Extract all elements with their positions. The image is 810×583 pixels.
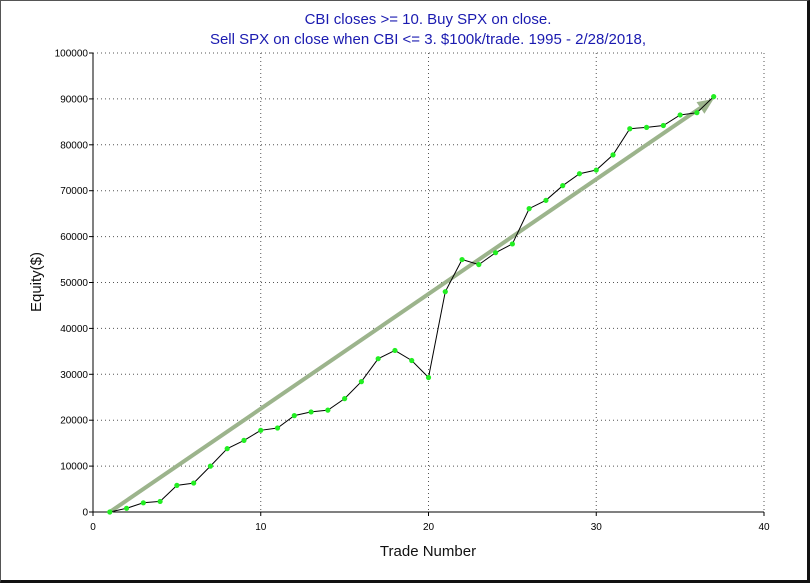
data-point <box>409 357 415 364</box>
data-point <box>459 256 465 263</box>
data-point <box>392 347 398 354</box>
data-point <box>325 407 331 413</box>
y-tick-label: 0 <box>82 508 88 519</box>
y-tick-label: 30000 <box>60 370 88 381</box>
y-tick-label: 10000 <box>60 462 88 473</box>
data-point <box>107 509 113 515</box>
y-tick-label: 20000 <box>60 416 88 427</box>
data-point <box>560 183 566 189</box>
data-point <box>241 437 247 443</box>
y-axis-title: Equity($) <box>28 252 45 312</box>
data-point <box>509 241 515 247</box>
data-point <box>442 289 448 295</box>
data-point <box>643 124 650 130</box>
data-point <box>526 206 532 212</box>
data-point <box>174 482 180 488</box>
data-point <box>207 463 214 469</box>
grid-lines <box>93 52 765 512</box>
data-point <box>476 261 482 268</box>
trend-arrowhead <box>696 98 714 114</box>
y-tick-label: 50000 <box>60 278 88 289</box>
data-point <box>660 122 666 129</box>
data-point <box>342 396 348 402</box>
data-point <box>677 112 683 118</box>
data-point <box>610 152 616 158</box>
data-point <box>274 425 281 431</box>
y-tick-label: 70000 <box>60 186 88 197</box>
data-point <box>694 110 700 116</box>
data-point <box>123 505 130 511</box>
y-tick-label: 40000 <box>60 324 88 335</box>
chart-title-line-2: Sell SPX on close when CBI <= 3. $100k/t… <box>210 31 646 48</box>
y-tick-label: 80000 <box>60 140 88 151</box>
x-axis-title: Trade Number <box>380 543 476 560</box>
trend-arrow <box>108 98 714 514</box>
y-tick-label: 90000 <box>60 94 88 105</box>
data-point <box>140 500 146 506</box>
data-point <box>576 171 583 177</box>
data-point <box>358 379 364 385</box>
data-point <box>425 374 432 381</box>
x-tick-label: 20 <box>423 522 435 533</box>
trend-line <box>108 106 702 514</box>
data-point <box>291 413 297 419</box>
data-point <box>493 250 499 256</box>
data-point <box>375 356 381 362</box>
x-tick-label: 0 <box>90 522 96 533</box>
data-point <box>308 409 314 415</box>
data-point <box>543 197 549 203</box>
tick-labels: 0 10000 20000 30000 40000 50000 60000 70000 8000… <box>55 49 770 534</box>
chart-title-line-1: CBI closes >= 10. Buy SPX on close. <box>305 11 552 28</box>
data-point <box>627 126 633 132</box>
data-point <box>157 498 163 505</box>
x-tick-label: 40 <box>758 522 770 533</box>
chart-title: CBI closes >= 10. Buy SPX on close. Sell… <box>210 11 646 48</box>
data-point <box>258 427 264 433</box>
data-point <box>224 446 230 452</box>
data-point <box>191 480 197 486</box>
y-tick-label: 100000 <box>55 49 89 60</box>
data-point <box>593 167 599 173</box>
x-tick-label: 30 <box>591 522 603 533</box>
data-point <box>711 94 717 100</box>
y-tick-label: 60000 <box>60 232 88 243</box>
x-tick-label: 10 <box>255 522 267 533</box>
equity-series <box>107 94 717 515</box>
